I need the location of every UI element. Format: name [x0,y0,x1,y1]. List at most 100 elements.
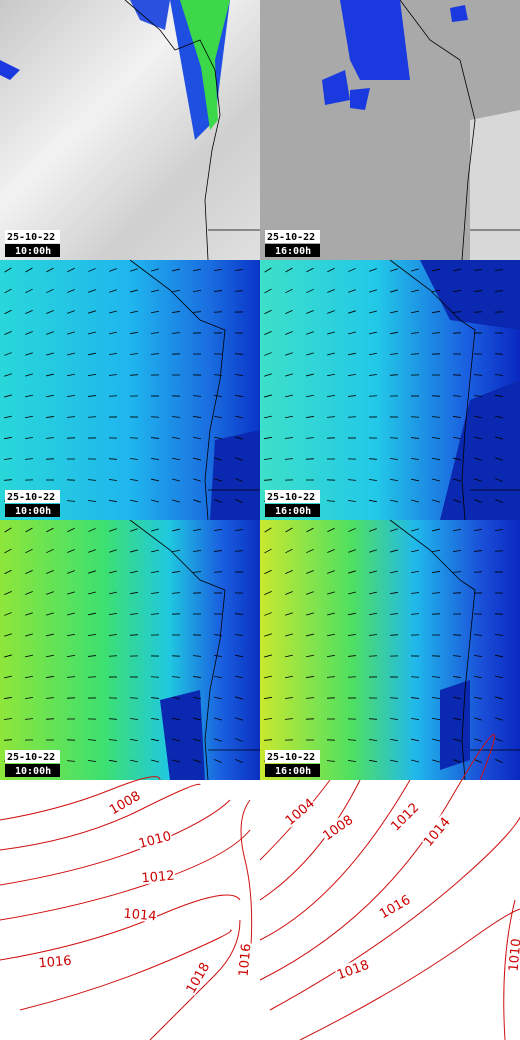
wind-arrow [46,591,54,595]
wind-arrow [193,457,201,461]
wind-arrow [305,654,315,658]
wind-arrow [389,437,399,439]
wind-arrow [347,655,357,657]
isobar-label-bg [235,942,253,978]
wind-arrow [129,331,139,335]
wind-arrow [4,548,12,554]
time-label: 16:00h [275,506,311,517]
wind-arrow [192,676,202,678]
wind-arrow [410,310,420,314]
date-label: 25-10-22 [7,752,55,763]
wind-arrow [109,528,117,532]
wind-arrow [348,591,356,595]
wind-arrow [432,759,440,763]
wind-arrow [389,634,399,636]
wind-arrow [284,415,294,419]
wind-arrow [431,311,441,313]
wind-arrow [213,290,223,292]
wind-arrow [473,655,483,657]
wind-arrow [432,738,440,742]
wind-arrow [390,549,398,553]
wind-arrow [213,395,223,397]
wind-arrow [214,759,222,763]
wind-arrow [348,331,356,335]
wind-arrow [284,697,294,699]
wind-arrow [151,528,159,532]
wind-arrow [326,500,336,502]
wind-arrow [129,613,139,615]
wind-arrow [327,591,335,595]
wind-arrow [129,374,139,376]
wind-arrow [431,437,441,439]
wind-arrow [46,267,54,273]
wind-arrow [88,289,96,293]
wind-arrow [192,436,202,440]
wind-arrow [87,633,97,637]
time-bg [5,504,60,517]
wind-arrow [25,394,33,398]
wind-arrow [410,353,420,355]
wind-arrow [172,528,180,532]
wind-arrow [495,478,503,482]
wind-arrow [88,352,96,356]
wind-arrow [285,352,293,356]
wind-arrow [264,654,272,658]
wind-arrow [150,310,160,314]
wind-arrow [109,591,117,595]
wind-arrow [25,352,33,356]
wind-arrow [494,634,504,636]
wind-arrow [24,697,34,699]
wind-arrow [150,353,160,355]
wind-arrow [389,478,399,482]
wind-arrow [410,613,420,615]
wind-arrow [473,268,483,272]
wind-arrow [151,478,159,482]
wind-arrow [452,290,462,292]
wind-arrow [67,549,75,553]
wind-arrow [213,675,223,679]
wind-arrow [213,374,223,376]
wind-arrow [45,416,55,418]
wind-arrow [172,268,180,272]
wind-arrow [285,527,293,533]
wind-arrow [432,478,440,482]
wind-arrow [326,395,336,397]
wind-arrow [326,373,336,377]
wind-arrow [25,309,33,315]
wind-arrow [4,331,12,335]
wind-arrow [495,717,503,721]
wind-arrow [46,612,54,616]
wind-arrow [368,655,378,657]
wind-arrow [88,528,96,532]
wind-arrow [109,331,117,335]
panel-labels: 25-10-22 10:00h 25-10-22 16:00h 25-10-22 10:0… [5,230,320,777]
wind-arrow [390,528,398,532]
wind-arrow [151,289,159,293]
wind-arrow [66,373,76,377]
wind-arrow [368,612,378,616]
wind-arrow [67,570,75,574]
wind-arrow [347,395,357,397]
wind-arrow [108,479,118,481]
wind-arrow [172,738,180,742]
wind-arrow [234,634,244,636]
wind-arrow [4,373,12,377]
wind-arrow [284,458,294,460]
wind-arrow [369,591,377,595]
wind-arrow [368,374,378,376]
wind-arrow [213,528,223,532]
wind-arrow [306,373,314,377]
time-label: 10:00h [15,766,51,777]
wind-arrow [46,310,54,314]
wind-arrow [474,696,482,700]
wind-arrow [474,436,482,440]
wind-arrow [129,478,139,482]
wind-arrow [305,676,315,678]
wind-arrow [151,738,159,742]
wind-arrow [235,696,243,700]
wind-arrow [495,415,503,419]
wind-arrow [369,570,377,574]
wind-arrow [284,675,294,679]
wind-arrow [151,549,159,553]
